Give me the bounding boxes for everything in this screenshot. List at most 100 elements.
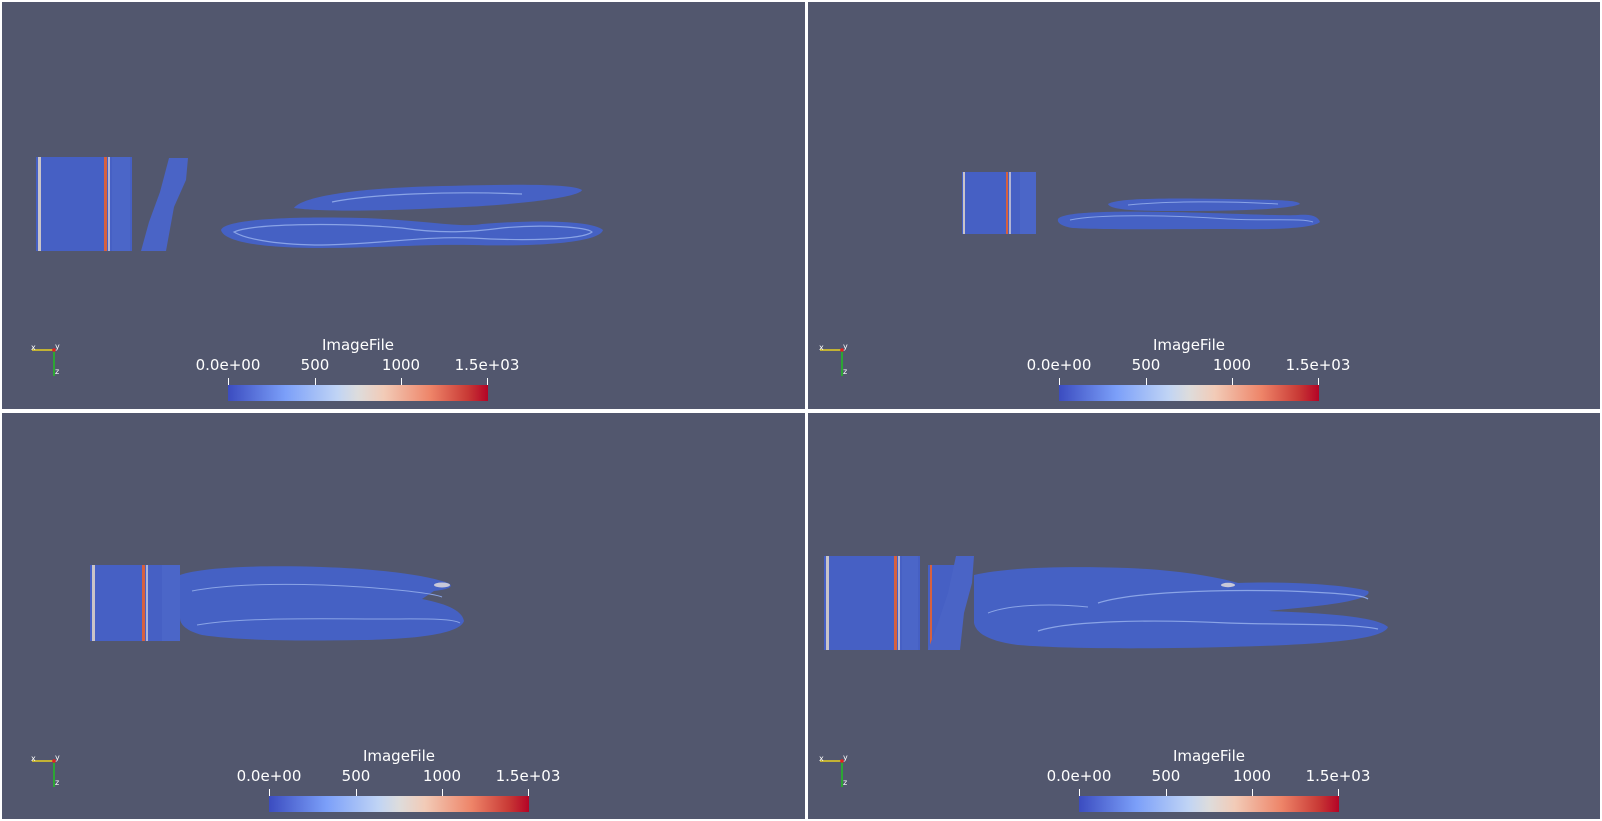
slab-inner-band <box>902 556 918 650</box>
colorbar-tick-label: 1000 <box>1232 767 1272 785</box>
colorbar-tick-label: 0.0e+00 <box>1026 356 1092 374</box>
lower-section-contour <box>232 223 593 246</box>
orientation-axes <box>32 348 56 376</box>
colorbar-tick-label: 1.5e+03 <box>1305 767 1371 785</box>
slab-hot-stripe <box>1006 172 1008 234</box>
axis-label-x: x <box>31 754 36 763</box>
colorbar-tick-label: 1000 <box>1212 356 1252 374</box>
colorbar-tick-label: 1.5e+03 <box>1285 356 1351 374</box>
render-scene[interactable] <box>808 2 1600 409</box>
slab-light-stripe <box>108 157 110 251</box>
colorbar-title: ImageFile <box>1152 336 1226 354</box>
slab-edge-stripe <box>38 157 41 251</box>
bright-spot <box>434 582 450 588</box>
colorbar <box>1079 796 1339 812</box>
colorbar-tick <box>1146 378 1147 390</box>
merged-section-contour <box>191 583 443 598</box>
colorbar-tick-label: 500 <box>1131 356 1161 374</box>
tilted-slice <box>928 556 974 650</box>
colorbar-tick-label: 0.0e+00 <box>236 767 302 785</box>
axis-label-z: z <box>55 367 60 376</box>
colorbar-tick <box>1318 378 1319 390</box>
colorbar-tick <box>228 378 229 390</box>
colorbar-tick-label: 500 <box>300 356 330 374</box>
colorbar-tick-label: 0.0e+00 <box>195 356 261 374</box>
colorbar-tick-label: 1.5e+03 <box>454 356 520 374</box>
colorbar-tick <box>1059 378 1060 390</box>
render-scene[interactable] <box>2 2 805 409</box>
colorbar-tick-label: 500 <box>1151 767 1181 785</box>
slab-inner-band <box>112 157 130 251</box>
slab-edge-stripe <box>826 556 829 650</box>
axis-label-z: z <box>843 778 848 787</box>
colorbar <box>1059 385 1319 401</box>
viewport-top-left[interactable]: x y z ImageFile 0.0e+00 500 1000 1.5e+03 <box>2 2 805 409</box>
colorbar-tick <box>1252 789 1253 801</box>
axis-label-y: y <box>55 342 60 351</box>
upper-section <box>1108 198 1300 211</box>
axis-label-z: z <box>843 367 848 376</box>
colorbar-tick <box>442 789 443 801</box>
colorbar-tick <box>269 789 270 801</box>
colorbar-tick-label: 1000 <box>422 767 462 785</box>
bright-spot <box>1221 582 1235 588</box>
colorbar-tick <box>487 378 488 390</box>
upper-section-contour <box>331 192 523 203</box>
lower-section <box>1057 211 1320 230</box>
colorbar-tick-label: 1.5e+03 <box>495 767 561 785</box>
tilted-slice <box>141 158 188 251</box>
merged-section-contour <box>987 604 1089 614</box>
colorbar-tick <box>528 789 529 801</box>
merged-section-contour <box>196 618 461 626</box>
orientation-axes <box>820 759 844 787</box>
colorbar-tick <box>1232 378 1233 390</box>
colorbar-tick-label: 0.0e+00 <box>1046 767 1112 785</box>
axis-label-x: x <box>819 343 824 352</box>
colorbar <box>228 385 488 401</box>
lower-section-contour <box>1069 215 1314 223</box>
axis-label-y: y <box>55 753 60 762</box>
axis-label-y: y <box>843 753 848 762</box>
slab-edge-stripe <box>963 172 965 234</box>
colorbar-tick <box>315 378 316 390</box>
axis-label-x: x <box>819 754 824 763</box>
slab-hot-stripe <box>894 556 897 650</box>
colorbar-tick-label: 1000 <box>381 356 421 374</box>
colorbar <box>269 796 529 812</box>
colorbar-tick-label: 500 <box>341 767 371 785</box>
orientation-axes <box>820 348 844 376</box>
render-scene[interactable] <box>2 413 805 819</box>
merged-section-contour <box>1037 620 1379 632</box>
viewport-bottom-left[interactable]: x y z ImageFile 0.0e+00 500 1000 1.5e+03 <box>2 413 805 819</box>
slab-light-stripe <box>146 565 148 641</box>
colorbar-title: ImageFile <box>321 336 395 354</box>
slab-edge-stripe <box>92 565 95 641</box>
colorbar-tick <box>1166 789 1167 801</box>
viewport-bottom-right[interactable]: x y z ImageFile 0.0e+00 500 1000 1.5e+03 <box>808 413 1600 819</box>
axis-label-z: z <box>55 778 60 787</box>
colorbar-tick <box>1338 789 1339 801</box>
orientation-axes <box>32 759 56 787</box>
colorbar-title: ImageFile <box>1172 747 1246 765</box>
slab-inner-band <box>1020 172 1036 234</box>
upper-section <box>294 184 582 211</box>
colorbar-title: ImageFile <box>362 747 436 765</box>
axis-label-y: y <box>843 342 848 351</box>
slab-light-stripe <box>1009 172 1011 234</box>
slab-hot-stripe <box>104 157 107 251</box>
viewport-top-right[interactable]: x y z ImageFile 0.0e+00 500 1000 1.5e+03 <box>808 2 1600 409</box>
merged-section-contour <box>1097 589 1369 604</box>
slab-light-stripe <box>898 556 900 650</box>
colorbar-tick <box>401 378 402 390</box>
slab-inner-band <box>162 565 180 641</box>
merged-section <box>974 567 1388 649</box>
slab-hot-stripe <box>142 565 145 641</box>
colorbar-tick <box>1079 789 1080 801</box>
colorbar-tick <box>356 789 357 801</box>
upper-section-contour <box>1127 201 1279 206</box>
merged-section <box>180 566 464 641</box>
render-scene[interactable] <box>808 413 1600 819</box>
axis-label-x: x <box>31 343 36 352</box>
lower-section <box>221 217 603 248</box>
second-slab-hot-stripe <box>930 565 932 650</box>
